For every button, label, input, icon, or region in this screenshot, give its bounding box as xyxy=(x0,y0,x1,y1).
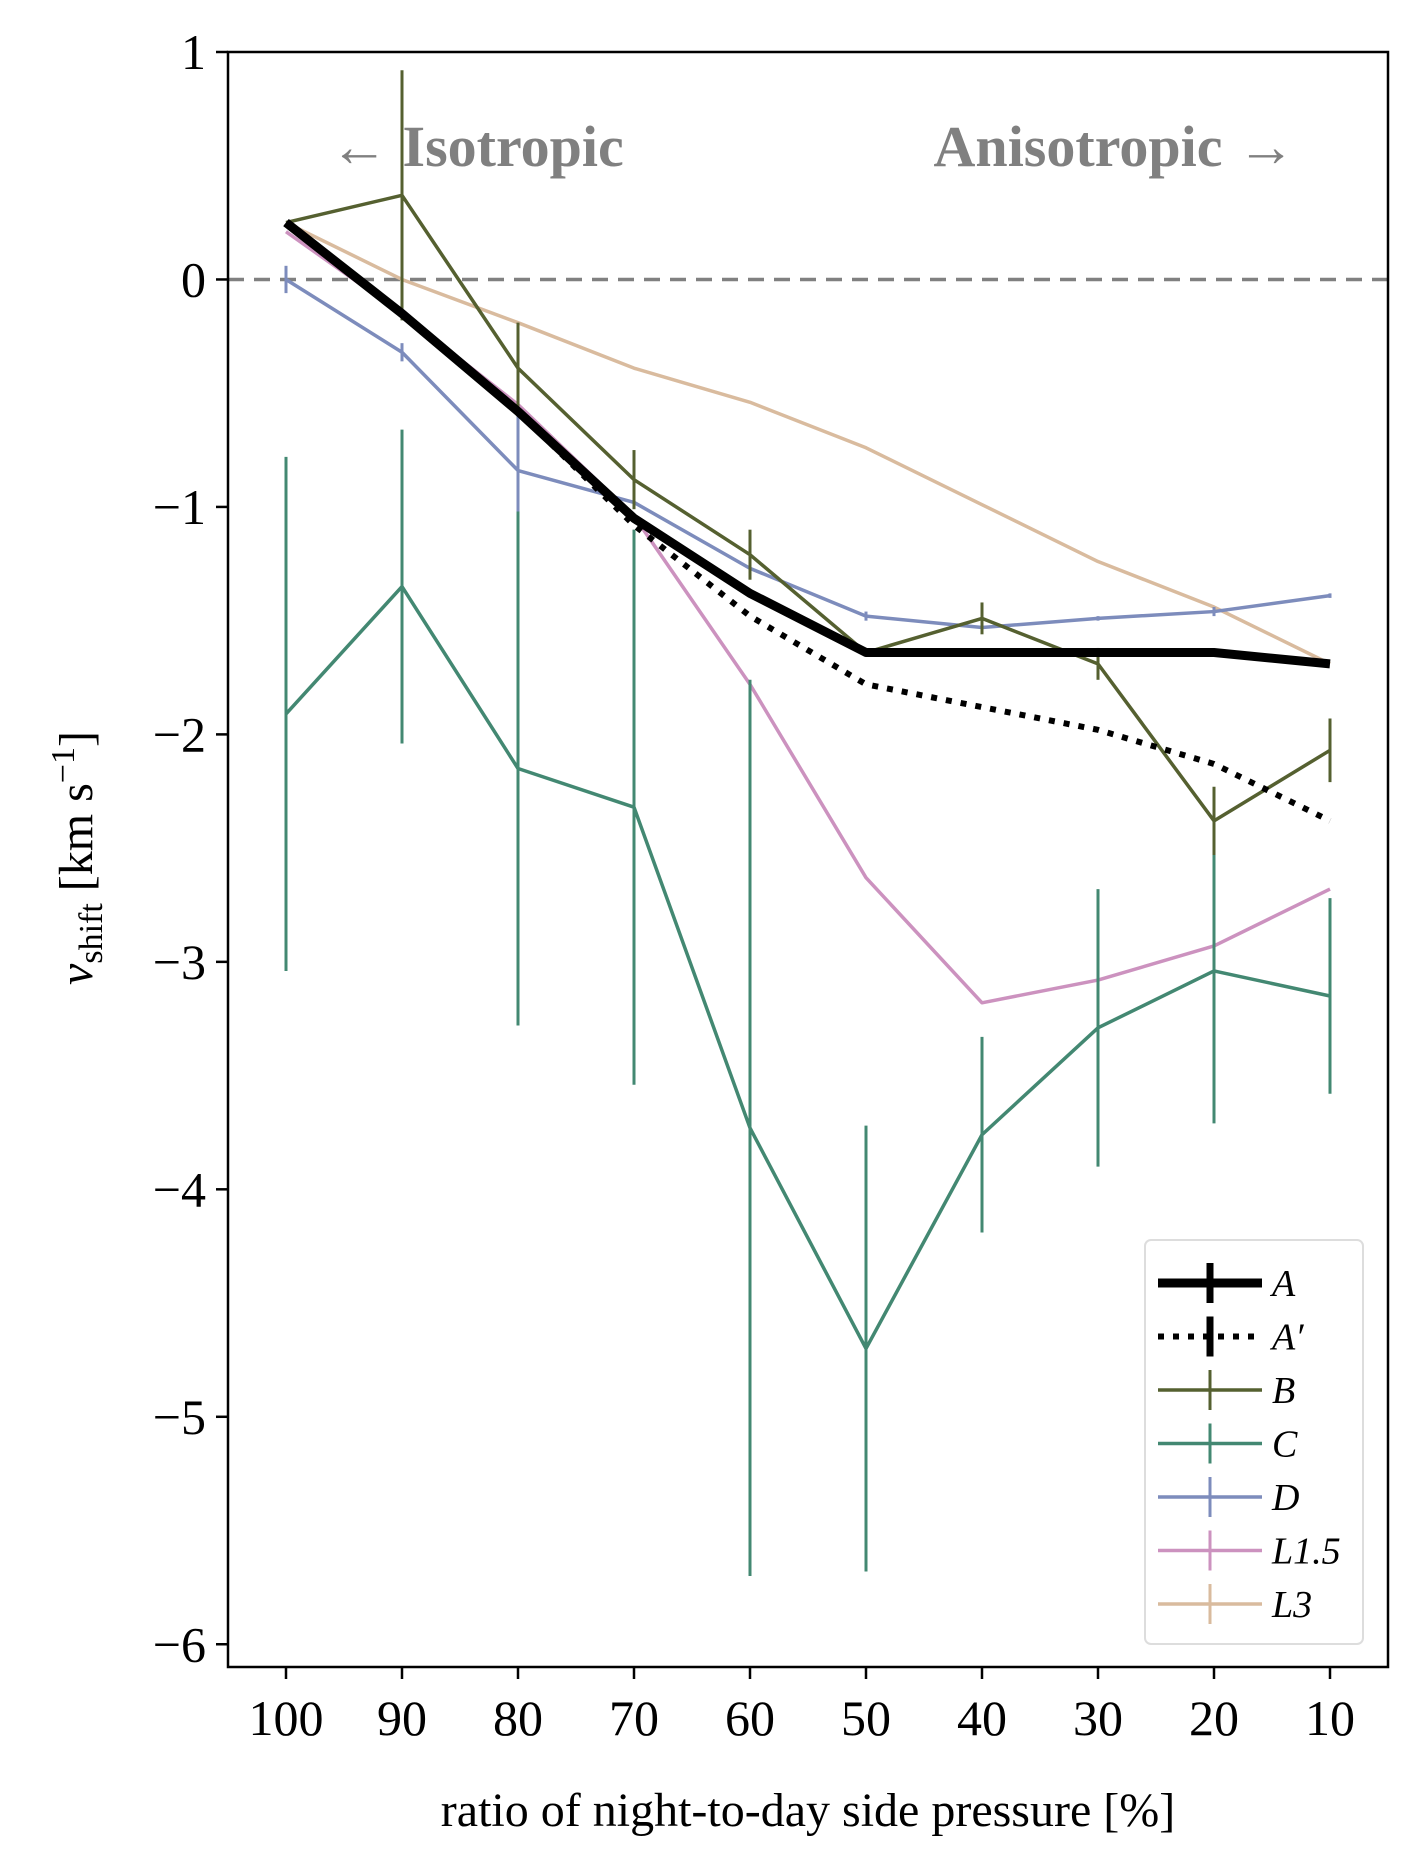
x-tick-label: 10 xyxy=(1305,1690,1355,1746)
y-tick-label: −3 xyxy=(153,934,206,990)
legend: A A′ BCD L1.5 L3 xyxy=(1144,1239,1364,1645)
y-axis-label-units: [km s xyxy=(50,783,103,903)
series-line xyxy=(285,277,1331,630)
legend-label: B xyxy=(1272,1370,1295,1412)
y-axis-label-units-close: ] xyxy=(50,731,103,747)
series-a xyxy=(283,219,1331,669)
series-layer xyxy=(283,70,1332,1577)
x-axis-label: ratio of night-to-day side pressure [%] xyxy=(441,1784,1175,1837)
x-tick-label: 80 xyxy=(493,1690,543,1746)
x-tick-label: 50 xyxy=(841,1690,891,1746)
series-line xyxy=(284,220,1332,824)
x-tick-label: 60 xyxy=(725,1690,775,1746)
y-tick-label: −1 xyxy=(153,479,206,535)
x-tick-label: 20 xyxy=(1189,1690,1239,1746)
plot-frame xyxy=(226,50,1390,1669)
y-axis-label: vshift [km s−1] xyxy=(45,731,110,985)
series-line xyxy=(283,219,1331,669)
y-axis-label-superscript: −1 xyxy=(45,747,82,783)
x-tick-label: 100 xyxy=(249,1690,324,1746)
legend-entry: A′ xyxy=(1158,1316,1304,1359)
y-tick-label: −2 xyxy=(153,706,206,762)
y-tick-label: −4 xyxy=(153,1161,206,1217)
x-tick-label: 40 xyxy=(957,1690,1007,1746)
y-tick-label: −6 xyxy=(153,1616,206,1672)
series-l3 xyxy=(285,221,1331,666)
y-tick-label: 0 xyxy=(181,251,206,307)
y-tick-label: −5 xyxy=(153,1389,206,1445)
legend-label: L1.5 xyxy=(1271,1531,1341,1573)
legend-entry: B xyxy=(1158,1370,1295,1412)
anisotropic-annotation: Anisotropic → xyxy=(934,114,1295,179)
legend-entry: L3 xyxy=(1158,1584,1312,1626)
x-tick-label: 90 xyxy=(377,1690,427,1746)
legend-entry: A xyxy=(1158,1263,1296,1305)
y-tick-label: 1 xyxy=(181,24,206,80)
legend-entry: D xyxy=(1158,1477,1299,1519)
series-line xyxy=(285,193,1331,823)
legend-label: D xyxy=(1271,1477,1299,1519)
legend-label: C xyxy=(1272,1424,1298,1466)
y-axis-label-var: v xyxy=(50,963,103,985)
legend-entry: L1.5 xyxy=(1158,1530,1341,1573)
legend-entry: C xyxy=(1158,1423,1298,1466)
series-line xyxy=(285,221,1331,666)
series-a xyxy=(284,220,1332,824)
x-tick-label: 70 xyxy=(609,1690,659,1746)
series-b xyxy=(285,70,1332,855)
y-axis-label-subscript: shift xyxy=(73,903,110,964)
series-d xyxy=(284,265,1332,633)
legend-label: L3 xyxy=(1271,1584,1312,1626)
series-line xyxy=(284,584,1331,1351)
isotropic-annotation: ← Isotropic xyxy=(330,114,624,179)
legend-label: A xyxy=(1269,1263,1296,1305)
x-tick-label: 30 xyxy=(1073,1690,1123,1746)
legend-label: A′ xyxy=(1269,1317,1304,1359)
series-c xyxy=(284,429,1332,1577)
